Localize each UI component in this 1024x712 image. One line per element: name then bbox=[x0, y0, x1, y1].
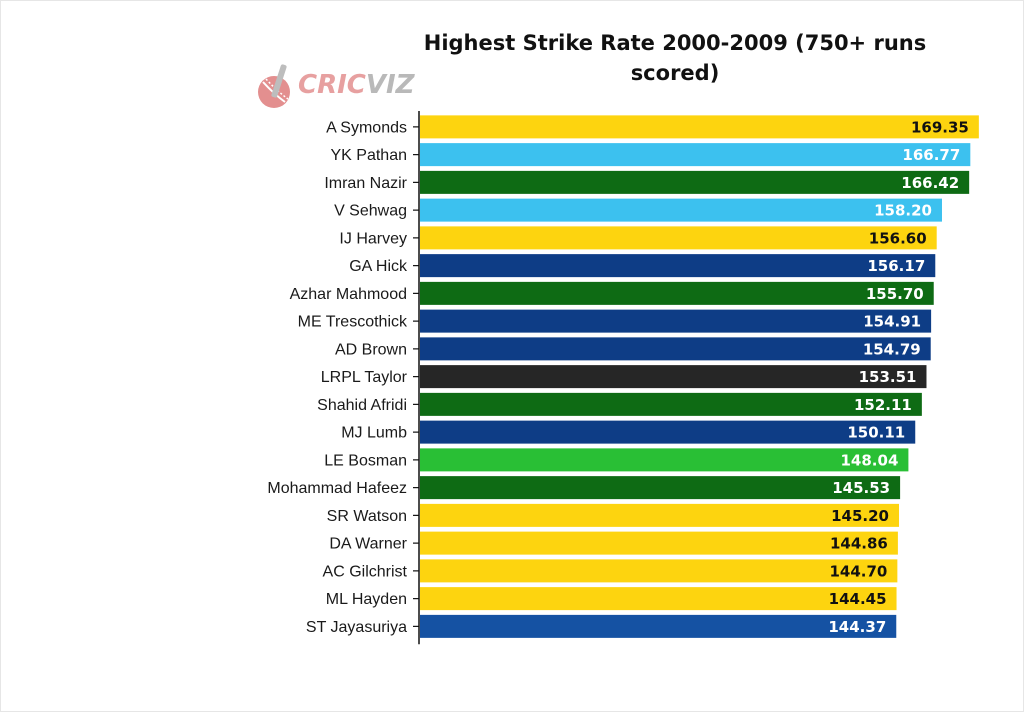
bar bbox=[420, 309, 932, 333]
y-tick-label: V Sehwag bbox=[334, 203, 407, 220]
bar bbox=[420, 587, 897, 611]
chart-title: Highest Strike Rate 2000-2009 (750+ runs… bbox=[423, 31, 927, 85]
y-tick-label: MJ Lumb bbox=[341, 425, 407, 442]
y-tick-label: LE Bosman bbox=[324, 452, 407, 469]
bar bbox=[420, 448, 909, 472]
bar-value-label: 169.35 bbox=[911, 118, 969, 136]
bar bbox=[420, 476, 901, 500]
y-tick-label: IJ Harvey bbox=[339, 230, 407, 247]
y-tick-label: ME Trescothick bbox=[298, 314, 408, 331]
bar-value-label: 166.42 bbox=[901, 174, 959, 192]
y-tick-label: YK Pathan bbox=[331, 147, 408, 164]
y-tick-label: Imran Nazir bbox=[324, 175, 407, 192]
bar-value-label: 154.91 bbox=[863, 313, 921, 331]
y-tick-label: SR Watson bbox=[327, 508, 407, 525]
bar bbox=[420, 143, 971, 167]
y-tick-label: ML Hayden bbox=[326, 591, 407, 608]
bar-value-label: 144.37 bbox=[828, 618, 886, 636]
y-tick-label: Mohammad Hafeez bbox=[267, 480, 407, 497]
y-tick-label: DA Warner bbox=[329, 536, 407, 553]
bar bbox=[420, 281, 934, 305]
bar-value-label: 152.11 bbox=[854, 396, 912, 414]
bar-value-label: 153.51 bbox=[859, 368, 917, 386]
bar-value-label: 166.77 bbox=[902, 146, 960, 164]
bar-value-label: 144.86 bbox=[830, 535, 888, 553]
logo-wordmark: CRICVIZ bbox=[298, 70, 415, 100]
bar-value-label: 144.45 bbox=[829, 590, 887, 608]
bar bbox=[420, 392, 922, 416]
y-tick-label: GA Hick bbox=[349, 258, 408, 275]
logo-text-cric: CRIC bbox=[298, 70, 366, 100]
bar-value-label: 145.20 bbox=[831, 507, 889, 525]
y-tick-label: Azhar Mahmood bbox=[290, 286, 407, 303]
bar bbox=[420, 420, 916, 444]
y-tick-label: LRPL Taylor bbox=[321, 369, 408, 386]
bar bbox=[420, 531, 898, 555]
bar bbox=[420, 559, 898, 583]
bar-value-label: 155.70 bbox=[866, 285, 924, 303]
bar bbox=[420, 115, 979, 139]
bar-value-label: 158.20 bbox=[874, 202, 932, 220]
logo-text-viz: VIZ bbox=[365, 70, 415, 100]
bar bbox=[420, 226, 937, 250]
bar bbox=[420, 337, 931, 361]
bar-value-label: 154.79 bbox=[863, 340, 921, 358]
bar-value-label: 144.70 bbox=[829, 562, 887, 580]
bar-value-label: 156.60 bbox=[869, 229, 927, 247]
bar-value-label: 156.17 bbox=[867, 257, 925, 275]
y-tick-label: AD Brown bbox=[335, 341, 407, 358]
bar-value-label: 148.04 bbox=[841, 451, 899, 469]
bar bbox=[420, 170, 970, 194]
bar bbox=[420, 254, 936, 278]
y-tick-label: ST Jayasuriya bbox=[306, 619, 407, 636]
y-tick-label: AC Gilchrist bbox=[323, 563, 408, 580]
bar bbox=[420, 365, 927, 389]
bar bbox=[420, 503, 900, 527]
bar-value-label: 145.53 bbox=[832, 479, 890, 497]
bar-value-label: 150.11 bbox=[847, 424, 905, 442]
cricket-ball-icon bbox=[258, 64, 290, 108]
y-tick-label: A Symonds bbox=[326, 119, 407, 136]
y-tick-label: Shahid Afridi bbox=[317, 397, 407, 414]
cricviz-logo: CRICVIZ bbox=[254, 62, 415, 112]
bar bbox=[420, 614, 897, 638]
bar bbox=[420, 198, 942, 222]
